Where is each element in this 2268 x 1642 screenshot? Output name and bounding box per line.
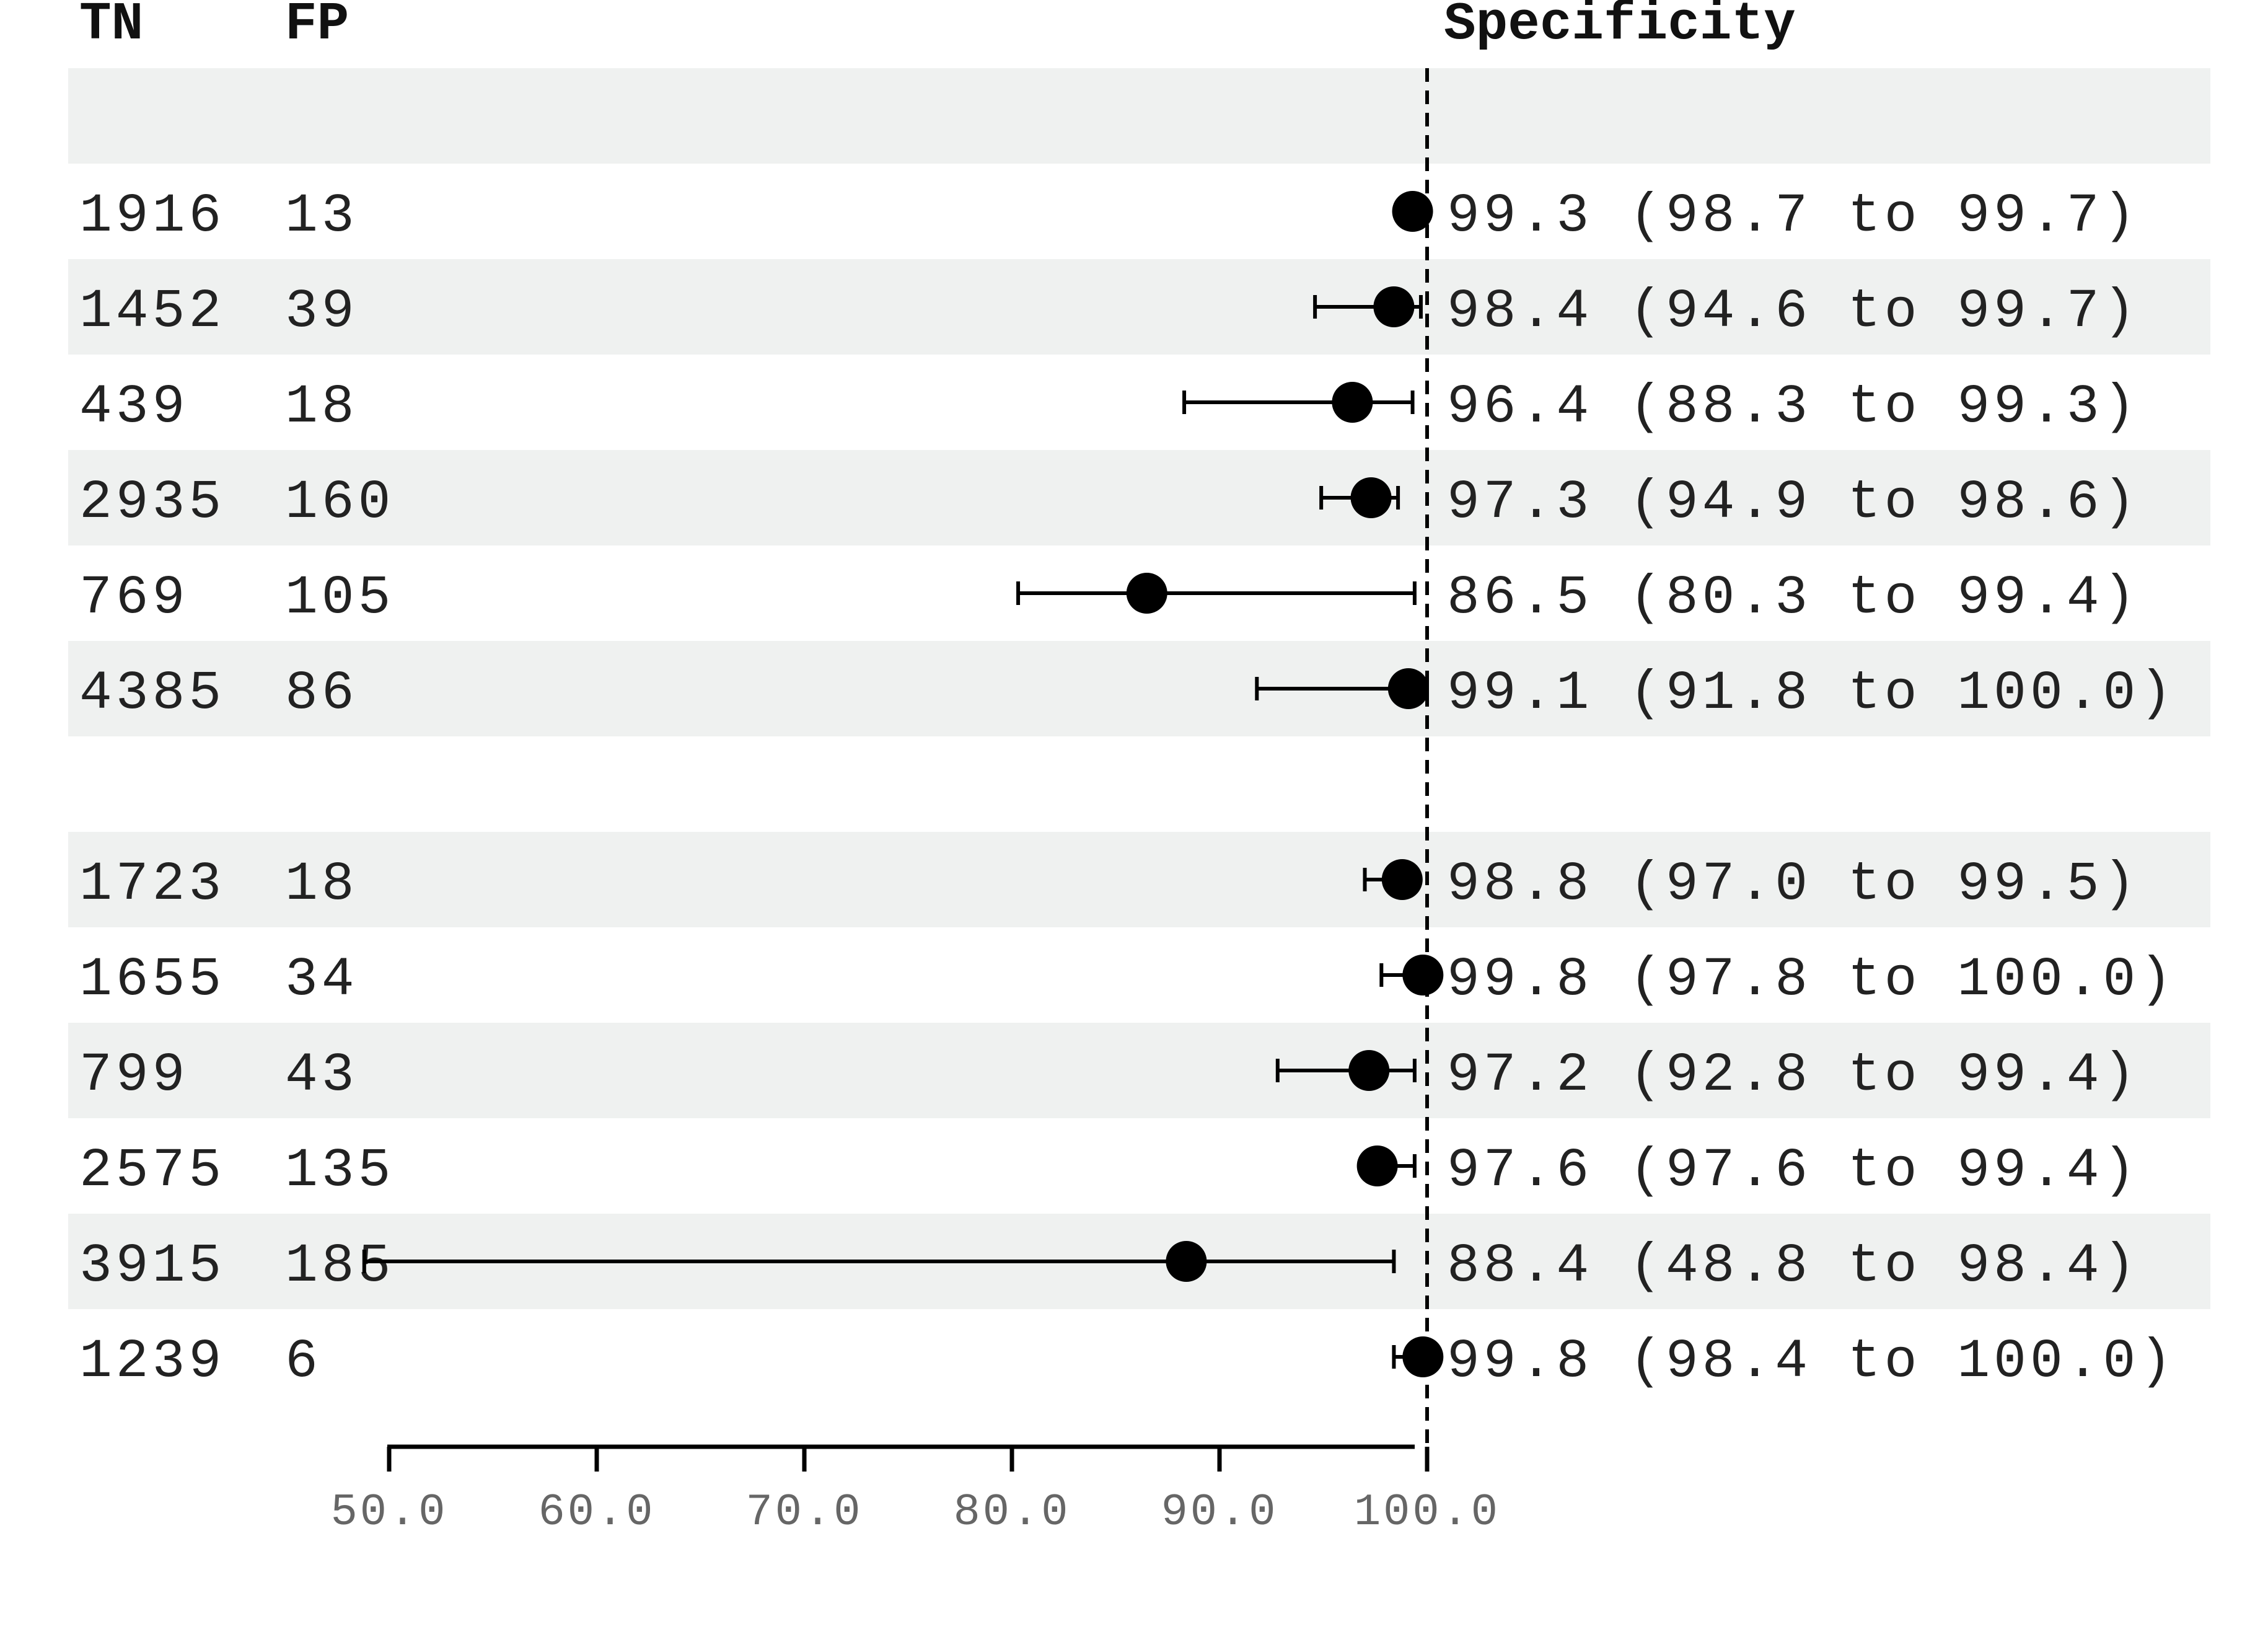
- table-row: 439 18 96.4 (88.3 to 99.3): [79, 377, 2139, 438]
- fp-value: 135: [285, 1141, 394, 1202]
- tn-value: 799: [79, 1045, 188, 1106]
- fp-value: 39: [285, 281, 358, 343]
- table-row: 3915 185 88.4 (48.8 to 98.4): [79, 1236, 2139, 1297]
- x-tick-label: 50.0: [331, 1487, 448, 1538]
- tn-header: TN: [79, 0, 143, 55]
- row-band: [68, 68, 2210, 164]
- tn-value: 4385: [79, 663, 225, 725]
- row-bands: [68, 68, 2210, 1309]
- specificity-value: 97.2 (92.8 to 99.4): [1447, 1045, 2139, 1106]
- specificity-value: 99.8 (98.4 to 100.0): [1447, 1331, 2176, 1393]
- table-row: 1723 18 98.8 (97.0 to 99.5): [79, 854, 2139, 916]
- point-estimate: [1332, 382, 1373, 423]
- x-tick-label: 70.0: [746, 1487, 863, 1538]
- x-tick-label: 60.0: [538, 1487, 656, 1538]
- tn-value: 1239: [79, 1331, 225, 1393]
- tn-value: 2935: [79, 472, 225, 534]
- row-band: [68, 641, 2210, 736]
- tn-value: 1452: [79, 281, 225, 343]
- specificity-value: 88.4 (48.8 to 98.4): [1447, 1236, 2139, 1297]
- fp-value: 13: [285, 186, 358, 247]
- row-band: [68, 832, 2210, 927]
- specificity-value: 99.8 (97.8 to 100.0): [1447, 950, 2176, 1011]
- fp-value: 18: [285, 854, 358, 916]
- fp-value: 105: [285, 568, 394, 629]
- fp-value: 160: [285, 472, 394, 534]
- point-estimate: [1373, 286, 1415, 327]
- table-row: 1916 13 99.3 (98.7 to 99.7): [79, 186, 2139, 247]
- point-estimate: [1356, 1145, 1398, 1186]
- fp-value: 86: [285, 663, 358, 725]
- tn-value: 1655: [79, 950, 225, 1011]
- x-axis: 50.0 60.0 70.0 80.0 90.0 100.0: [331, 1444, 1500, 1538]
- row-band: [68, 1023, 2210, 1118]
- specificity-value: 98.8 (97.0 to 99.5): [1447, 854, 2139, 916]
- specificity-value: 98.4 (94.6 to 99.7): [1447, 281, 2139, 343]
- tn-value: 439: [79, 377, 188, 438]
- table-row: 1655 34 99.8 (97.8 to 100.0): [79, 950, 2176, 1011]
- point-estimate: [1348, 1050, 1390, 1091]
- specificity-value: 99.1 (91.8 to 100.0): [1447, 663, 2176, 725]
- table-row: 2935 160 97.3 (94.9 to 98.6): [79, 472, 2139, 534]
- tn-value: 2575: [79, 1141, 225, 1202]
- fp-value: 34: [285, 950, 358, 1011]
- table-row: 4385 86 99.1 (91.8 to 100.0): [79, 663, 2176, 725]
- fp-value: 18: [285, 377, 358, 438]
- tn-value: 769: [79, 568, 188, 629]
- table-row: 799 43 97.2 (92.8 to 99.4): [79, 1045, 2139, 1106]
- table-row: 769 105 86.5 (80.3 to 99.4): [79, 568, 2139, 629]
- point-estimate: [1126, 573, 1167, 614]
- tn-value: 1723: [79, 854, 225, 916]
- point-estimate: [1381, 859, 1423, 900]
- row-band: [68, 259, 2210, 355]
- fp-value: 6: [285, 1331, 322, 1393]
- point-estimate: [1350, 477, 1392, 518]
- point-estimate: [1387, 668, 1429, 709]
- fp-value: 185: [285, 1236, 394, 1297]
- table-row: 2575 135 97.6 (97.6 to 99.4): [79, 1141, 2139, 1202]
- specificity-value: 96.4 (88.3 to 99.3): [1447, 377, 2139, 438]
- specificity-header: Specificity: [1444, 0, 1796, 55]
- specificity-value: 99.3 (98.7 to 99.7): [1447, 186, 2139, 247]
- tn-value: 1916: [79, 186, 225, 247]
- point-estimate: [1402, 1336, 1444, 1377]
- table-row: 1452 39 98.4 (94.6 to 99.7): [79, 281, 2139, 343]
- x-tick-label: 90.0: [1161, 1487, 1278, 1538]
- x-tick-label: 80.0: [954, 1487, 1071, 1538]
- table-row: 1239 6 99.8 (98.4 to 100.0): [79, 1331, 2176, 1393]
- tn-value: 3915: [79, 1236, 225, 1297]
- point-estimate: [1166, 1241, 1207, 1282]
- fp-value: 43: [285, 1045, 358, 1106]
- point-estimate: [1392, 191, 1433, 232]
- specificity-value: 86.5 (80.3 to 99.4): [1447, 568, 2139, 629]
- x-tick-label: 100.0: [1354, 1487, 1500, 1538]
- specificity-value: 97.6 (97.6 to 99.4): [1447, 1141, 2139, 1202]
- point-estimate: [1402, 955, 1444, 995]
- row-band: [68, 450, 2210, 545]
- column-headers: TN FP Specificity: [79, 0, 1796, 55]
- specificity-value: 97.3 (94.9 to 98.6): [1447, 472, 2139, 534]
- study-rows: 1916 13 99.3 (98.7 to 99.7) 1452 39 98.4 (94.…: [79, 68, 2176, 1447]
- fp-header: FP: [285, 0, 349, 55]
